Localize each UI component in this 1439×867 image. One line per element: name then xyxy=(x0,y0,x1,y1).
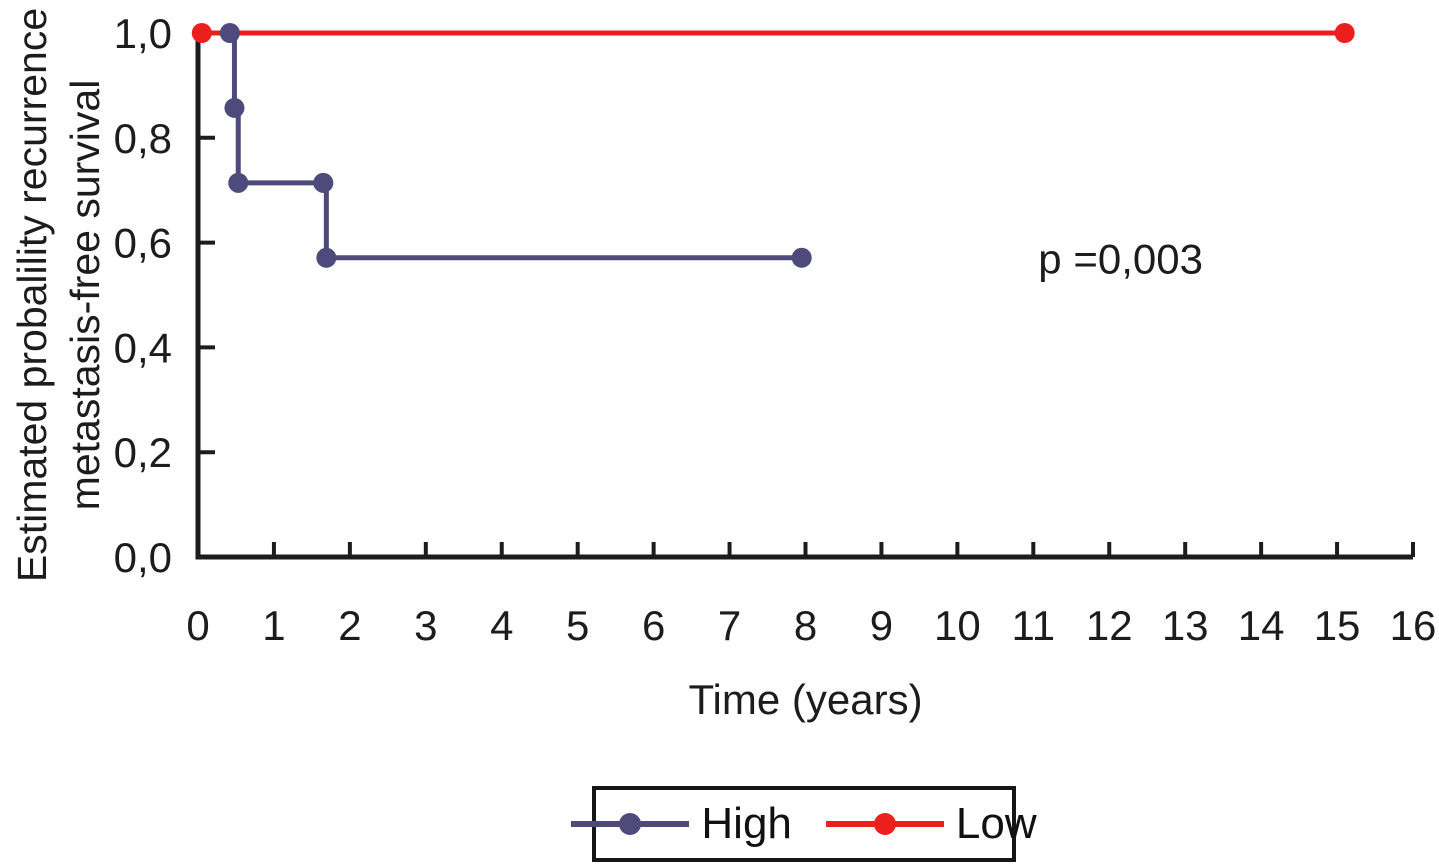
high-line-swatch xyxy=(571,813,690,835)
x-tick-label: 8 xyxy=(794,602,817,649)
series-marker-low xyxy=(191,23,212,43)
x-tick-label: 9 xyxy=(870,602,893,649)
y-tick-label: 0,8 xyxy=(114,115,172,162)
x-tick-label: 7 xyxy=(718,602,741,649)
x-tick-label: 3 xyxy=(414,602,437,649)
x-tick-label: 4 xyxy=(490,602,513,649)
axis-lines xyxy=(195,33,1413,560)
series-marker-high xyxy=(219,23,240,43)
x-tick-label: 13 xyxy=(1162,602,1209,649)
y-tick-label: 0,2 xyxy=(114,429,172,476)
series-marker-high xyxy=(313,172,334,193)
y-tick-label: 0,4 xyxy=(114,324,172,371)
x-axis-title: Time (years) xyxy=(688,676,923,723)
series-marker-high xyxy=(791,247,812,268)
low-line-swatch xyxy=(825,813,944,835)
legend-item-low: Low xyxy=(825,799,1037,849)
legend-item-high: High xyxy=(571,799,792,849)
series-marker-high xyxy=(228,172,249,193)
x-tick-label: 14 xyxy=(1238,602,1285,649)
x-tick-label: 16 xyxy=(1390,602,1437,649)
high-marker-icon xyxy=(619,813,642,835)
x-tick-label: 5 xyxy=(566,602,589,649)
x-tick-label: 11 xyxy=(1012,602,1056,649)
low-marker-icon xyxy=(873,813,896,835)
legend-label-low: Low xyxy=(955,799,1037,848)
x-tick-label: 2 xyxy=(338,602,361,649)
p-value-annotation: p =0,003 xyxy=(1038,235,1203,282)
series-line-high xyxy=(229,30,802,261)
legend-label-high: High xyxy=(701,799,792,848)
y-tick-label: 1,0 xyxy=(114,10,172,57)
legend-box: High Low xyxy=(571,786,1037,862)
x-tick-label: 15 xyxy=(1314,602,1361,649)
x-tick-label: 1 xyxy=(262,602,285,649)
x-tick-label: 12 xyxy=(1086,602,1133,649)
y-tick-label: 0,6 xyxy=(114,220,172,267)
series-marker-high xyxy=(224,97,245,118)
x-tick-label: 6 xyxy=(642,602,665,649)
x-tick-label: 10 xyxy=(934,602,981,649)
x-tick-label: 0 xyxy=(186,602,209,649)
series-marker-low xyxy=(1334,23,1355,43)
series-marker-high xyxy=(316,247,337,268)
y-tick-label: 0,0 xyxy=(114,534,172,581)
